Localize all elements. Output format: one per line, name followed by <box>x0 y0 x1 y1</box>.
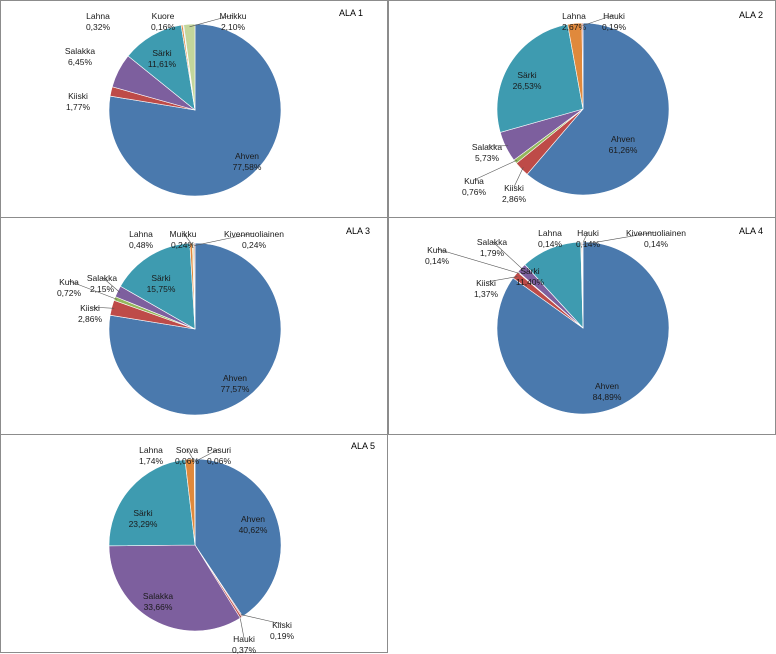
slice-value-label: 0,72% <box>57 288 82 298</box>
slice-label: Lahna <box>139 445 163 455</box>
chart-title: ALA 3 <box>346 226 370 236</box>
slice-label: Ahven <box>223 373 247 383</box>
slice-value-label: 84,89% <box>593 392 622 402</box>
slice-label: Ahven <box>611 134 635 144</box>
slice-value-label: 0,19% <box>602 22 627 32</box>
slice-value-label: 0,14% <box>644 239 669 249</box>
slice-label: Salakka <box>65 46 96 56</box>
slice-label: Särki <box>152 48 171 58</box>
slice-value-label: 0,14% <box>576 239 601 249</box>
slice-value-label: 61,26% <box>609 145 638 155</box>
slice-label: Särki <box>151 273 170 283</box>
slice-value-label: 40,62% <box>239 525 268 535</box>
slice-value-label: 15,75% <box>147 284 176 294</box>
slice-value-label: 11,40% <box>516 277 545 287</box>
slice-label: Särki <box>133 508 152 518</box>
slice-label: Lahna <box>562 11 586 21</box>
slice-label: Pasuri <box>207 445 231 455</box>
slice-label: Ahven <box>235 151 259 161</box>
pie-chart-ala-5: Ahven40,62%Kiiski0,19%Hauki0,37%Salakka3… <box>1 435 389 654</box>
slice-label: Hauki <box>233 634 255 644</box>
slice-value-label: 1,79% <box>480 248 505 258</box>
slice-label: Salakka <box>477 237 508 247</box>
slice-label: Sorva <box>176 445 198 455</box>
slice-label: Kiiski <box>68 91 88 101</box>
pie-chart-ala-4: Ahven84,89%Kiiski1,37%Kuha0,14%Salakka1,… <box>389 218 776 436</box>
slice-label: Salakka <box>472 142 503 152</box>
slice-value-label: 11,61% <box>148 59 177 69</box>
slice-value-label: 77,57% <box>221 384 250 394</box>
slice-value-label: 0,24% <box>242 240 267 250</box>
slice-value-label: 0,06% <box>207 456 232 466</box>
slice-label: Lahna <box>86 11 110 21</box>
slice-value-label: 0,32% <box>86 22 111 32</box>
slice-label: Salakka <box>143 591 174 601</box>
slice-label: Särki <box>520 266 539 276</box>
slice-value-label: 2,15% <box>90 284 115 294</box>
slice-label: Kiiski <box>476 278 496 288</box>
slice-value-label: 0,14% <box>425 256 450 266</box>
pie-slice-särki <box>109 460 195 546</box>
slice-label: Muikku <box>220 11 247 21</box>
slice-value-label: 2,86% <box>502 194 527 204</box>
slice-value-label: 0,19% <box>270 631 295 641</box>
slice-label: Kiiski <box>272 620 292 630</box>
slice-value-label: 0,48% <box>129 240 154 250</box>
slice-label: Särki <box>517 70 536 80</box>
leader-line <box>437 249 520 274</box>
slice-value-label: 33,66% <box>144 602 173 612</box>
slice-value-label: 2,86% <box>78 314 103 324</box>
slice-label: Kuha <box>427 245 447 255</box>
slice-value-label: 0,76% <box>462 187 487 197</box>
slice-value-label: 1,77% <box>66 102 91 112</box>
slice-label: Ahven <box>595 381 619 391</box>
slice-value-label: 1,74% <box>139 456 164 466</box>
slice-value-label: 0,14% <box>538 239 563 249</box>
slice-value-label: 77,58% <box>233 162 262 172</box>
slice-label: Kivennuoliainen <box>626 228 686 238</box>
chart-title: ALA 1 <box>339 8 363 18</box>
slice-label: Kuore <box>152 11 175 21</box>
slice-label: Kiiski <box>80 303 100 313</box>
chart-title: ALA 5 <box>351 441 375 451</box>
slice-label: Ahven <box>241 514 265 524</box>
slice-value-label: 1,37% <box>474 289 499 299</box>
slice-label: Lahna <box>129 229 153 239</box>
slice-label: Kiiski <box>504 183 524 193</box>
slice-label: Kuha <box>59 277 79 287</box>
chart-title: ALA 2 <box>739 10 763 20</box>
slice-value-label: 23,29% <box>129 519 158 529</box>
slice-label: Kivennuoliainen <box>224 229 284 239</box>
slice-value-label: 6,45% <box>68 57 93 67</box>
slice-label: Hauki <box>603 11 625 21</box>
slice-value-label: 0,24% <box>171 240 196 250</box>
slice-label: Hauki <box>577 228 599 238</box>
slice-label: Salakka <box>87 273 118 283</box>
slice-label: Lahna <box>538 228 562 238</box>
slice-label: Muikku <box>170 229 197 239</box>
slice-value-label: 5,73% <box>475 153 500 163</box>
slice-value-label: 2,10% <box>221 22 246 32</box>
chart-title: ALA 4 <box>739 226 763 236</box>
slice-value-label: 0,16% <box>151 22 176 32</box>
slice-value-label: 26,53% <box>513 81 542 91</box>
slice-label: Kuha <box>464 176 484 186</box>
